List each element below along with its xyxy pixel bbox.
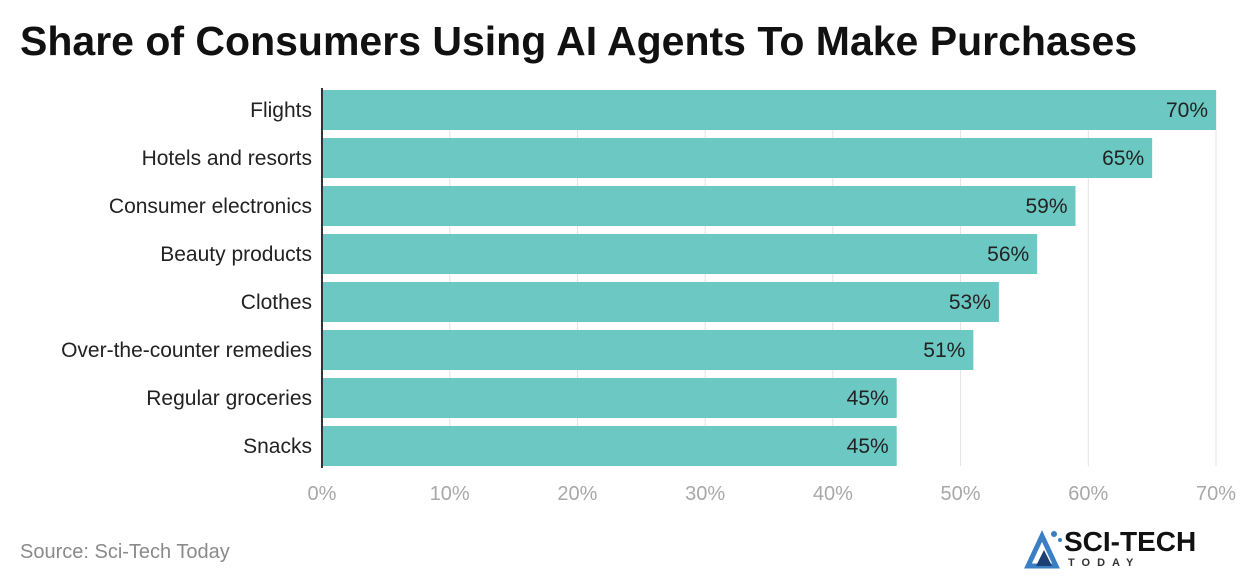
category-label: Flights: [250, 99, 312, 122]
bar: [322, 186, 1076, 226]
logo-subtitle: TODAY: [1068, 557, 1141, 569]
category-label: Hotels and resorts: [142, 147, 312, 170]
bar: [322, 138, 1153, 178]
category-label: Consumer electronics: [109, 195, 312, 218]
data-label: 51%: [923, 339, 965, 362]
x-tick-label: 40%: [813, 483, 853, 505]
bar-chart: 0% 10% 20% 30% 40% 50% 60% 70% Flights 70% Hotels …: [61, 88, 1236, 505]
data-label: 65%: [1102, 147, 1144, 170]
bar: [322, 330, 974, 370]
x-tick-label: 20%: [557, 483, 597, 505]
bar: [322, 90, 1216, 130]
sci-tech-logo: SCI-TECH TODAY: [1024, 524, 1224, 574]
x-tick-label: 30%: [685, 483, 725, 505]
data-label: 45%: [847, 387, 889, 410]
data-label: 45%: [847, 435, 889, 458]
x-tick-label: 70%: [1196, 483, 1236, 505]
bar: [322, 282, 999, 322]
category-label: Regular groceries: [146, 387, 312, 410]
category-label: Beauty products: [160, 243, 312, 266]
x-tick-label: 10%: [430, 483, 470, 505]
bar: [322, 378, 897, 418]
category-label: Over-the-counter remedies: [61, 339, 312, 362]
source-note: Source: Sci-Tech Today: [20, 541, 230, 563]
data-label: 59%: [1025, 195, 1067, 218]
data-label: 70%: [1166, 99, 1208, 122]
x-tick-label: 0%: [308, 483, 337, 505]
data-label: 53%: [949, 291, 991, 314]
chart-title: Share of Consumers Using AI Agents To Ma…: [20, 18, 1138, 64]
logo-name: SCI-TECH: [1064, 526, 1197, 557]
bar: [322, 234, 1038, 274]
data-label: 56%: [987, 243, 1029, 266]
x-tick-label: 60%: [1068, 483, 1108, 505]
category-label: Snacks: [243, 435, 312, 458]
x-tick-label: 50%: [941, 483, 981, 505]
category-label: Clothes: [241, 291, 312, 314]
sci-tech-logo-icon: [1024, 530, 1062, 569]
bar: [322, 426, 897, 466]
